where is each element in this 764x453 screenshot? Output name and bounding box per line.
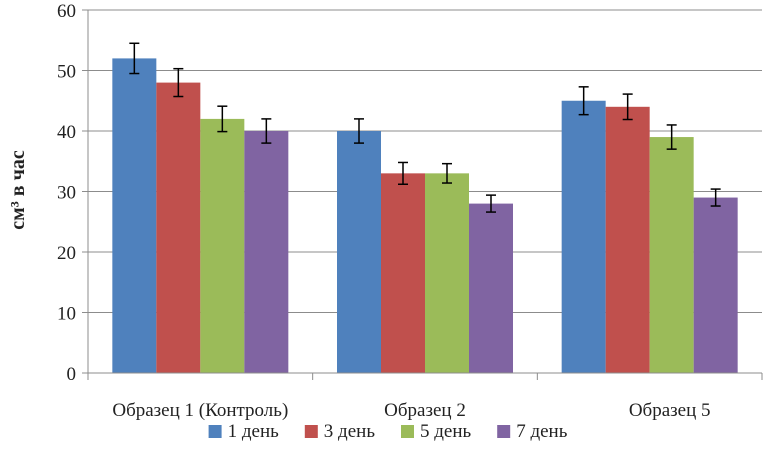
x-category-label: Образец 1 (Контроль): [112, 400, 288, 421]
legend: 1 день 3 день 5 день 7 день: [208, 421, 568, 442]
legend-swatch: [304, 425, 318, 438]
legend-label: 5 день: [420, 421, 472, 442]
bar: [156, 82, 201, 373]
bars-layer: [112, 58, 738, 374]
legend-label: 3 день: [324, 421, 376, 442]
bar: [469, 203, 513, 373]
bar: [381, 173, 425, 373]
y-tick-label: 30: [57, 183, 76, 204]
axis-layer: 0 10 20 30 40 50 60 Образец 1 (Контроль) Образец…: [57, 1, 763, 421]
y-tick-label: 10: [57, 304, 76, 325]
y-tick-label: 50: [57, 62, 76, 83]
y-axis-label: см³ в час: [7, 150, 29, 230]
legend-swatch: [401, 425, 414, 438]
y-tick-label: 20: [57, 243, 76, 264]
bar: [561, 100, 606, 373]
error-bars-layer: [129, 42, 721, 213]
bar: [200, 118, 245, 374]
y-tick-label: 0: [67, 364, 77, 385]
bar: [693, 197, 738, 373]
x-category-label: Образец 2: [384, 400, 466, 421]
bar: [425, 173, 469, 373]
legend-label: 7 день: [516, 421, 568, 442]
y-tick-label: 40: [57, 122, 76, 143]
bar: [337, 131, 381, 373]
legend-swatch: [208, 425, 222, 438]
bar: [605, 106, 650, 374]
legend-label: 1 день: [228, 421, 280, 442]
legend-swatch: [497, 425, 511, 438]
bar: [112, 58, 157, 374]
bar: [649, 137, 694, 373]
y-tick-label: 60: [57, 1, 76, 22]
bar: [244, 131, 289, 373]
x-category-label: Образец 5: [629, 400, 711, 421]
